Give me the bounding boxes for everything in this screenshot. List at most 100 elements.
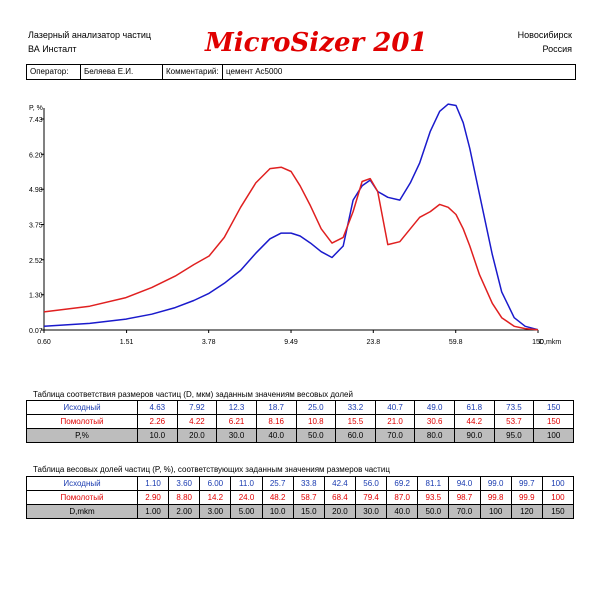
- comment-label: Комментарий:: [163, 65, 223, 79]
- table-cell: 8.80: [168, 490, 201, 505]
- table-cell: 15.5: [335, 414, 376, 429]
- table-cell: 70.0: [374, 428, 416, 443]
- table-cell: 12.3: [216, 400, 257, 415]
- table-cell: 73.5: [493, 400, 535, 415]
- table-fractions-by-size: Исходный 1.10 3.60 6.00 11.0 25.7 33.8 42.4 56.0…: [26, 476, 575, 519]
- table-row: Помолотый 2.90 8.80 14.2 24.0 48.2 58.7 68.4 79.…: [26, 490, 575, 505]
- x-tick-label: 23.8: [366, 339, 380, 346]
- table-cell: 40.0: [386, 504, 419, 519]
- row-label: D,mkm: [26, 504, 138, 519]
- table-cell: 10.8: [295, 414, 337, 429]
- table-cell: 2.90: [136, 490, 170, 505]
- table-cell: 50.0: [417, 504, 450, 519]
- table-cell: 90.0: [454, 428, 495, 443]
- table-cell: 69.2: [386, 476, 419, 491]
- table-cell: 48.2: [261, 490, 294, 505]
- table-cell: 93.5: [417, 490, 450, 505]
- table-cell: 4.22: [176, 414, 218, 429]
- table-cell: 99.9: [510, 490, 543, 505]
- row-label: Помолотый: [26, 490, 138, 505]
- table-cell: 40.0: [255, 428, 297, 443]
- table-cell: 150: [533, 400, 574, 415]
- table-cell: 70.0: [448, 504, 481, 519]
- table-cell: 21.0: [374, 414, 416, 429]
- table-cell: 33.8: [292, 476, 325, 491]
- table-cell: 95.0: [493, 428, 535, 443]
- table-row: P,% 10.0 20.0 30.0 40.0 50.0 60.0 70.0 80.0 90.0 9…: [26, 428, 574, 443]
- country-name: Россия: [542, 44, 572, 54]
- chart-axes: [43, 108, 538, 331]
- table-cell: 120: [510, 504, 543, 519]
- series-line: [43, 166, 539, 331]
- x-tick-label: 3.78: [202, 339, 216, 346]
- table-cell: 30.0: [216, 428, 257, 443]
- table-cell: 4.63: [137, 400, 178, 415]
- table-cell: 50.0: [295, 428, 337, 443]
- city-name: Новосибирск: [517, 30, 572, 40]
- table-cell: 10.0: [261, 504, 294, 519]
- table-cell: 100: [479, 504, 512, 519]
- table-cell: 42.4: [323, 476, 356, 491]
- analyzer-title: Лазерный анализатор частиц: [28, 30, 152, 40]
- brand-logo: MicroSizer 201: [205, 28, 428, 58]
- table-cell: 20.0: [323, 504, 356, 519]
- chart-series: [43, 103, 539, 331]
- table-cell: 30.0: [354, 504, 388, 519]
- x-tick-label: 0.60: [37, 339, 51, 346]
- table1-caption: Таблица соответствия размеров частиц (D,…: [33, 390, 353, 399]
- table-cell: 25.0: [295, 400, 337, 415]
- row-label: Исходный: [26, 476, 138, 491]
- table-cell: 56.0: [354, 476, 388, 491]
- table2-caption: Таблица весовых долей частиц (P, %), соо…: [33, 465, 390, 474]
- y-tick-label: 0.07: [29, 328, 43, 335]
- operator-label: Оператор:: [27, 65, 81, 79]
- operator-value: Беляева Е.И.: [81, 65, 163, 79]
- table-cell: 2.00: [168, 504, 201, 519]
- table-cell: 99.0: [479, 476, 512, 491]
- table-cell: 24.0: [230, 490, 263, 505]
- table-cell: 5.00: [230, 504, 263, 519]
- y-tick-label: 2.52: [29, 258, 43, 265]
- table-row: D,mkm 1.00 2.00 3.00 5.00 10.0 15.0 20.0 30.0 40.…: [26, 504, 575, 519]
- table-row: Помолотый 2.26 4.22 6.21 8.16 10.8 15.5 21.0 30.…: [26, 414, 574, 429]
- table-cell: 1.00: [136, 504, 170, 519]
- table-cell: 6.00: [199, 476, 232, 491]
- x-tick-label: 9.49: [284, 339, 298, 346]
- table-cell: 3.00: [199, 504, 232, 519]
- table-cell: 100: [533, 428, 574, 443]
- table-cell: 3.60: [168, 476, 201, 491]
- series-line: [43, 103, 539, 331]
- table-row: Исходный 4.63 7.92 12.3 18.7 25.0 33.2 40.7 49.0…: [26, 400, 574, 415]
- table-cell: 8.16: [255, 414, 297, 429]
- row-label: Исходный: [26, 400, 138, 415]
- table-cell: 79.4: [354, 490, 388, 505]
- table-cell: 20.0: [176, 428, 218, 443]
- comment-value: цемент Ас5000: [226, 67, 283, 76]
- x-axis-label: D,mkm: [539, 339, 561, 346]
- table-cell: 30.6: [414, 414, 455, 429]
- x-tick-label: 150: [532, 339, 544, 346]
- table-cell: 100: [541, 476, 575, 491]
- x-tick-label: 59.8: [449, 339, 463, 346]
- y-axis-label: P, %: [29, 105, 43, 112]
- table-cell: 49.0: [414, 400, 455, 415]
- info-row: Оператор: Беляева Е.И. Комментарий: цеме…: [26, 64, 576, 80]
- table-cell: 40.7: [374, 400, 416, 415]
- table-cell: 87.0: [386, 490, 419, 505]
- y-tick-label: 1.30: [29, 293, 43, 300]
- table-cell: 80.0: [414, 428, 455, 443]
- table-row: Исходный 1.10 3.60 6.00 11.0 25.7 33.8 42.4 56.0…: [26, 476, 575, 491]
- table-cell: 150: [541, 504, 575, 519]
- company-name: ВА Инсталт: [28, 44, 77, 54]
- table-cell: 11.0: [230, 476, 263, 491]
- table-cell: 98.7: [448, 490, 481, 505]
- distribution-chart: 7.43 6.20 4.98 3.75 2.52 1.30 0.07 0.60 1.51 3.78…: [29, 103, 561, 346]
- table-cell: 7.92: [176, 400, 218, 415]
- table-cell: 94.0: [448, 476, 481, 491]
- row-label: P,%: [26, 428, 138, 443]
- table-cell: 53.7: [493, 414, 535, 429]
- table-cell: 25.7: [261, 476, 294, 491]
- table-cell: 68.4: [323, 490, 356, 505]
- table-cell: 60.0: [335, 428, 376, 443]
- table-cell: 99.7: [510, 476, 543, 491]
